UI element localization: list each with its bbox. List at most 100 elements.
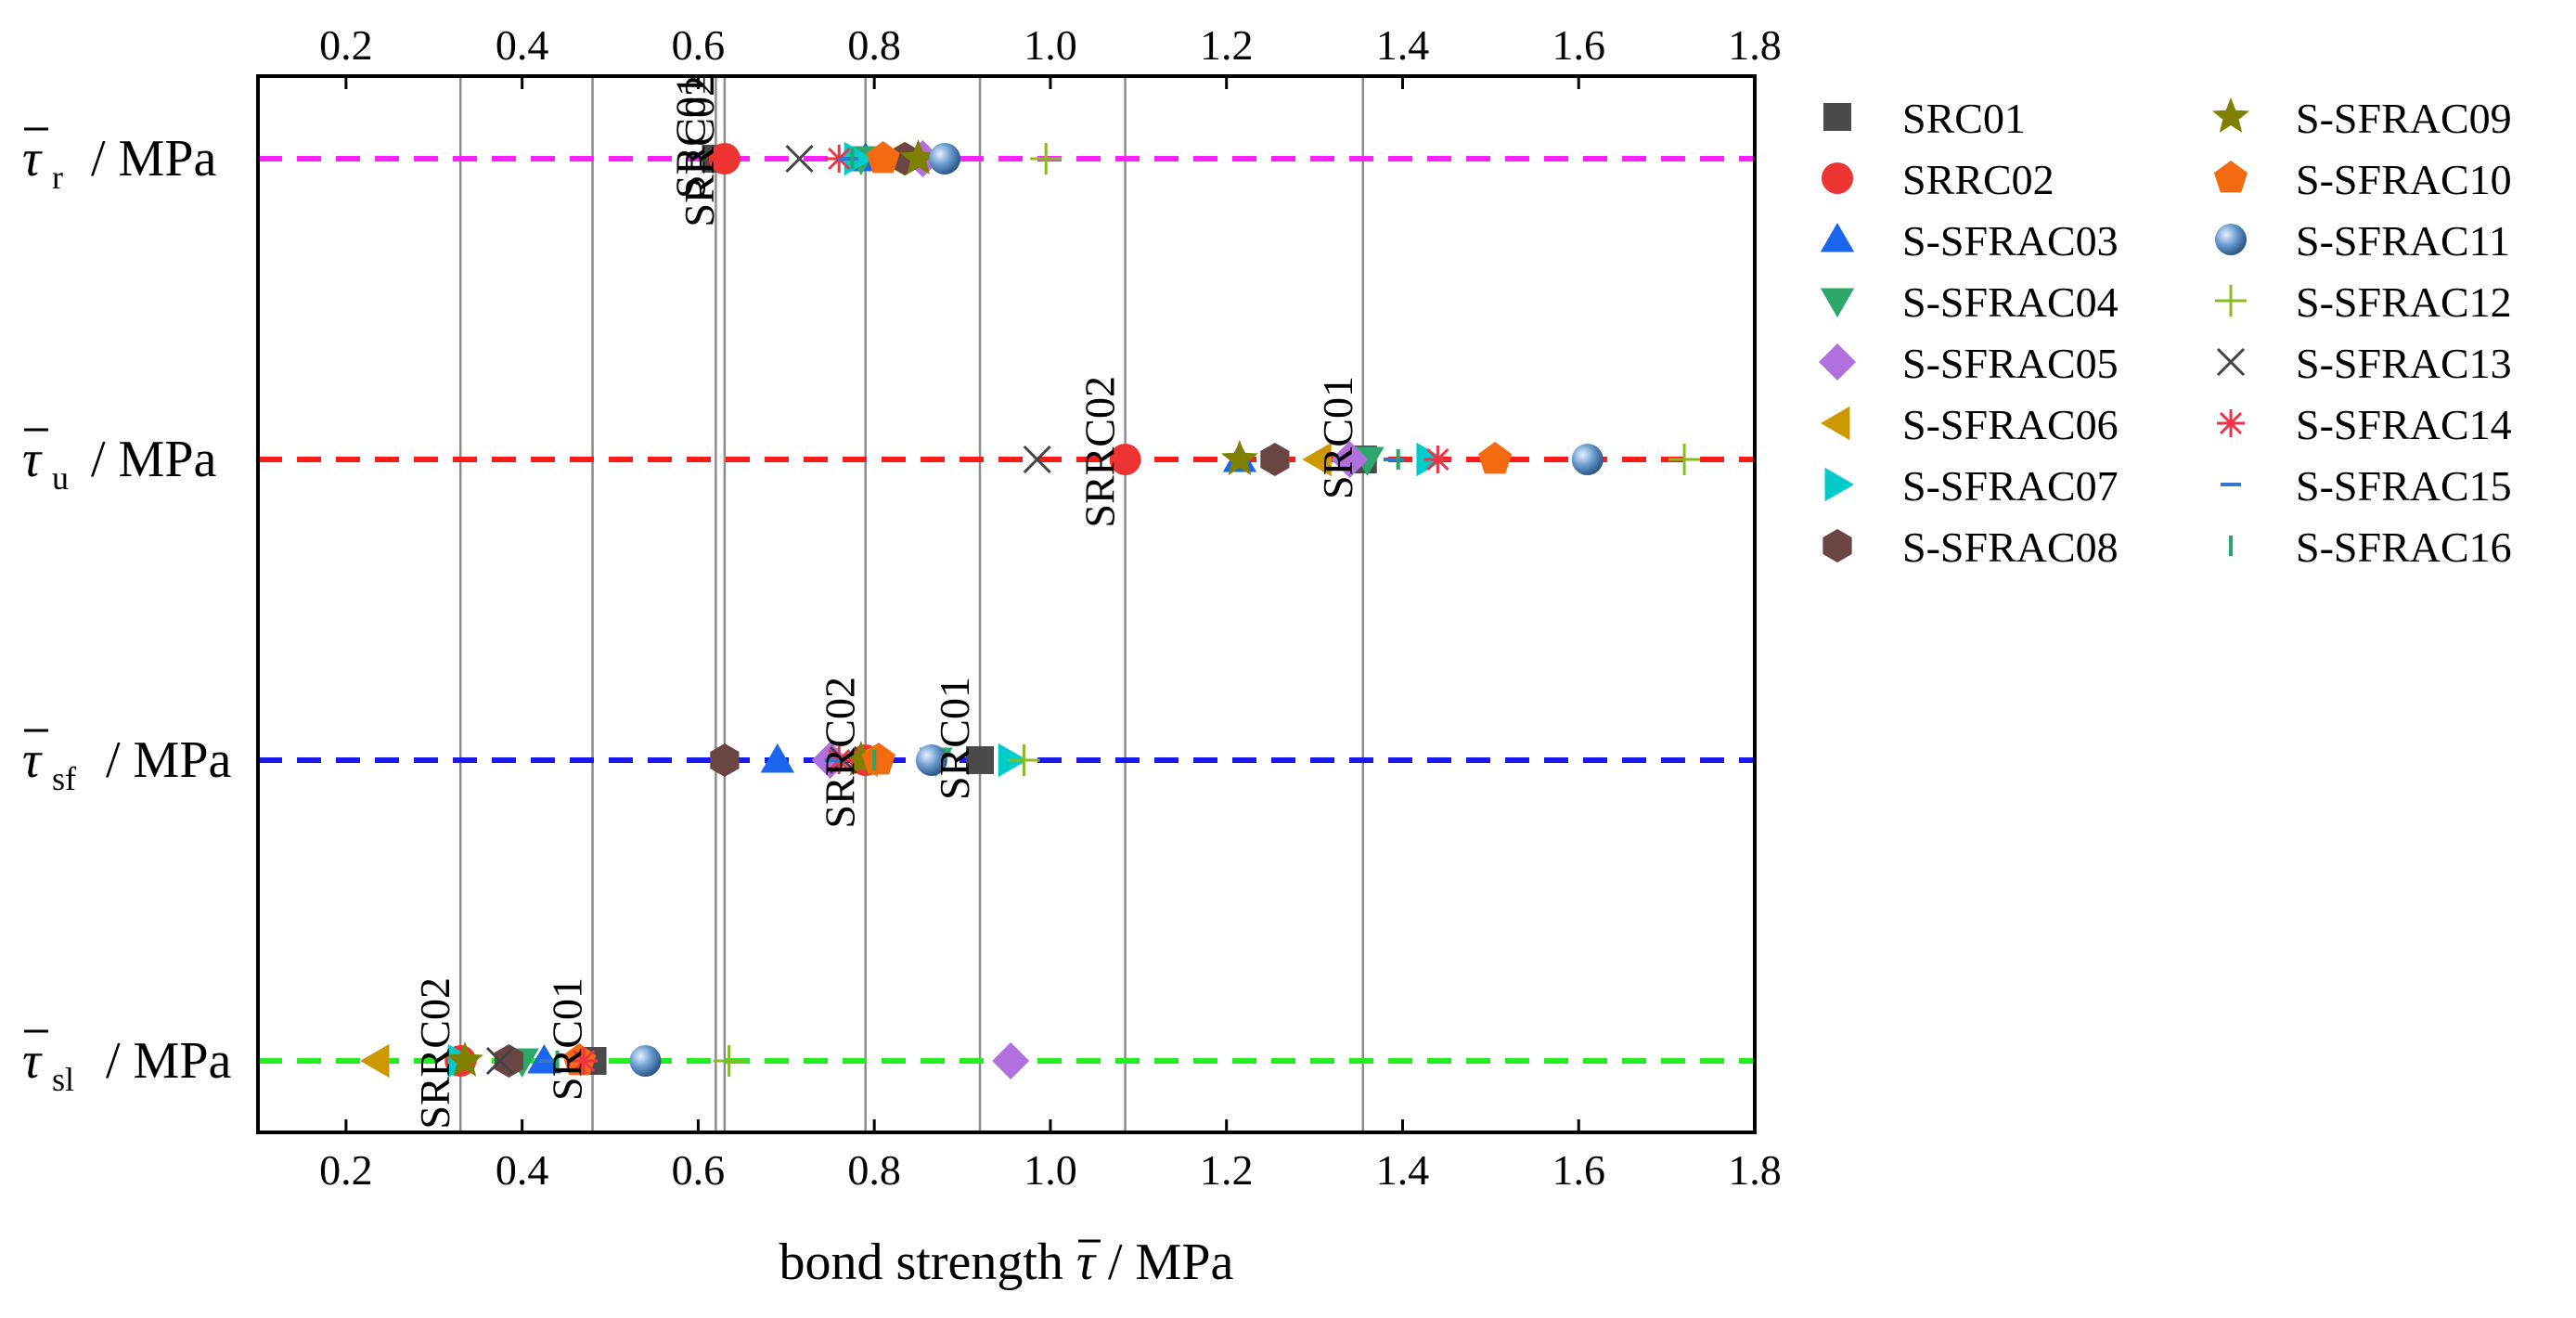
point-s-sfrac09-sf: [843, 741, 880, 776]
reference-line-label-src01: SRC01: [931, 677, 978, 800]
svg-text:τ: τ: [22, 731, 43, 789]
legend-label: S-SFRAC14: [2296, 401, 2512, 448]
point-s-sfrac06-sl: [360, 1043, 390, 1079]
svg-text:τ: τ: [22, 431, 43, 488]
y-label-sf: τ sf / MPa: [22, 729, 231, 797]
y-label-r: τ r / MPa: [22, 127, 216, 196]
x-tick-label-top: 1.2: [1200, 21, 1254, 69]
x-tick-label-bottom: 1.0: [1024, 1146, 1077, 1194]
legend-marker-s-sfrac12: [2215, 285, 2247, 317]
point-s-sfrac06-u: [1302, 442, 1332, 477]
data-points: [360, 139, 1701, 1079]
y-label-sl: τ sl / MPa: [22, 1029, 231, 1098]
point-s-sfrac08-sl: [494, 1044, 523, 1078]
svg-text:u: u: [52, 459, 69, 497]
point-s-sfrac03-sl: [527, 1044, 561, 1074]
legend-item-s-sfrac14: S-SFRAC14: [2217, 401, 2512, 448]
legend-item-s-sfrac12: S-SFRAC12: [2215, 278, 2512, 326]
point-s-sfrac05-u: [1331, 441, 1369, 478]
point-s-sfrac13-r: [785, 144, 814, 174]
svg-text:/ MPa: / MPa: [91, 431, 216, 488]
x-tick-label-bottom: 1.8: [1728, 1146, 1782, 1194]
svg-text:r: r: [52, 159, 63, 196]
x-tick-label-bottom: 0.4: [496, 1146, 549, 1194]
x-tick-label-top: 1.8: [1728, 21, 1782, 69]
point-srrc02-r: [708, 143, 741, 174]
point-s-sfrac10-u: [1478, 442, 1513, 474]
legend-marker-srrc02: [1822, 162, 1853, 194]
point-s-sfrac11-sl: [629, 1045, 662, 1077]
legend-marker-s-sfrac04: [1820, 288, 1855, 317]
legend-marker-s-sfrac09: [2212, 97, 2249, 133]
legend-item-s-sfrac07: S-SFRAC07: [1824, 462, 2119, 510]
x-tick-label-bottom: 1.2: [1200, 1146, 1254, 1194]
legend-marker-s-sfrac11: [2215, 224, 2247, 255]
legend-marker-s-sfrac06: [1821, 406, 1850, 441]
legend-label: S-SFRAC05: [1902, 340, 2119, 387]
legend-label: S-SFRAC12: [2296, 278, 2512, 326]
legend-item-s-sfrac03: S-SFRAC03: [1820, 217, 2119, 265]
legend-item-s-sfrac15: S-SFRAC15: [2221, 462, 2512, 510]
x-tick-label-bottom: 0.2: [319, 1146, 373, 1194]
legend-item-s-sfrac08: S-SFRAC08: [1823, 523, 2119, 571]
x-tick-label-bottom: 1.4: [1376, 1146, 1430, 1194]
point-s-sfrac12-u: [1668, 444, 1701, 475]
x-tick-label-bottom: 0.6: [672, 1146, 726, 1194]
legend-marker-s-sfrac14: [2217, 409, 2245, 437]
legend-item-srrc02: SRRC02: [1822, 156, 2054, 203]
x-axis-label: bond strength τ / MPa: [779, 1234, 1234, 1291]
legend-label: S-SFRAC03: [1902, 217, 2119, 265]
legend-label: S-SFRAC16: [2296, 523, 2512, 571]
point-s-sfrac12-sl: [713, 1045, 745, 1077]
legend-marker-s-sfrac03: [1820, 223, 1855, 252]
legend-label: S-SFRAC04: [1902, 278, 2119, 326]
legend-label: S-SFRAC15: [2296, 462, 2512, 510]
legend-label: S-SFRAC11: [2296, 217, 2510, 265]
legend-item-s-sfrac11: S-SFRAC11: [2215, 217, 2510, 265]
point-s-sfrac03-sf: [760, 743, 794, 773]
legend-item-src01: SRC01: [1823, 95, 2026, 142]
legend-label: S-SFRAC08: [1902, 523, 2119, 571]
point-s-sfrac13-sl: [485, 1046, 514, 1076]
x-tick-label-bottom: 0.8: [847, 1146, 901, 1194]
legend-marker-src01: [1823, 103, 1851, 131]
point-src01-sf: [966, 746, 995, 774]
reference-line-label-src01: SRC01: [666, 75, 714, 199]
point-s-sfrac13-u: [1023, 445, 1051, 474]
reference-line-label-src01: SRC01: [1314, 376, 1361, 499]
point-s-sfrac12-sf: [1008, 744, 1040, 776]
legend-item-s-sfrac05: S-SFRAC05: [1819, 340, 2119, 387]
legend-item-s-sfrac10: S-SFRAC10: [2213, 156, 2512, 203]
legend-marker-s-sfrac13: [2216, 347, 2246, 377]
reference-line-label-src01: SRC01: [544, 977, 591, 1101]
x-axis-ticks: 0.2 0.2 0.4 0.4 0.6 0.6 0.8 0.8 1.0 1.0 1.2 1.2 1.4 1…: [319, 21, 1782, 1194]
legend-label: S-SFRAC07: [1902, 462, 2119, 510]
svg-text:sf: sf: [52, 760, 76, 797]
legend-item-s-sfrac13: S-SFRAC13: [2216, 340, 2512, 387]
svg-text:τ: τ: [22, 1032, 43, 1090]
point-s-sfrac09-r: [899, 139, 937, 174]
point-s-sfrac10-sf: [861, 743, 895, 775]
point-s-sfrac10-sl: [562, 1043, 597, 1076]
legend-label: SRC01: [1902, 95, 2026, 142]
legend-marker-s-sfrac10: [2213, 161, 2248, 193]
legend-item-s-sfrac16: S-SFRAC16: [2229, 523, 2512, 571]
plot-frame: [256, 74, 1757, 1134]
x-tick-label-top: 0.4: [496, 21, 549, 69]
svg-text:τ: τ: [22, 130, 43, 187]
x-tick-label-top: 1.0: [1024, 21, 1077, 69]
x-tick-label-top: 0.6: [672, 21, 726, 69]
x-tick-label-top: 0.8: [847, 21, 901, 69]
point-s-sfrac14-u: [1423, 446, 1452, 473]
reference-line-label-srrc02: SRRC02: [411, 977, 458, 1130]
legend-marker-s-sfrac05: [1819, 343, 1856, 381]
point-s-sfrac11-u: [1571, 444, 1604, 475]
svg-text:/ MPa: / MPa: [91, 130, 216, 187]
legend-label: S-SFRAC13: [2296, 340, 2512, 387]
legend-label: S-SFRAC06: [1902, 401, 2119, 448]
x-tick-label-top: 0.2: [319, 21, 373, 69]
reference-lines: [458, 76, 1365, 1132]
